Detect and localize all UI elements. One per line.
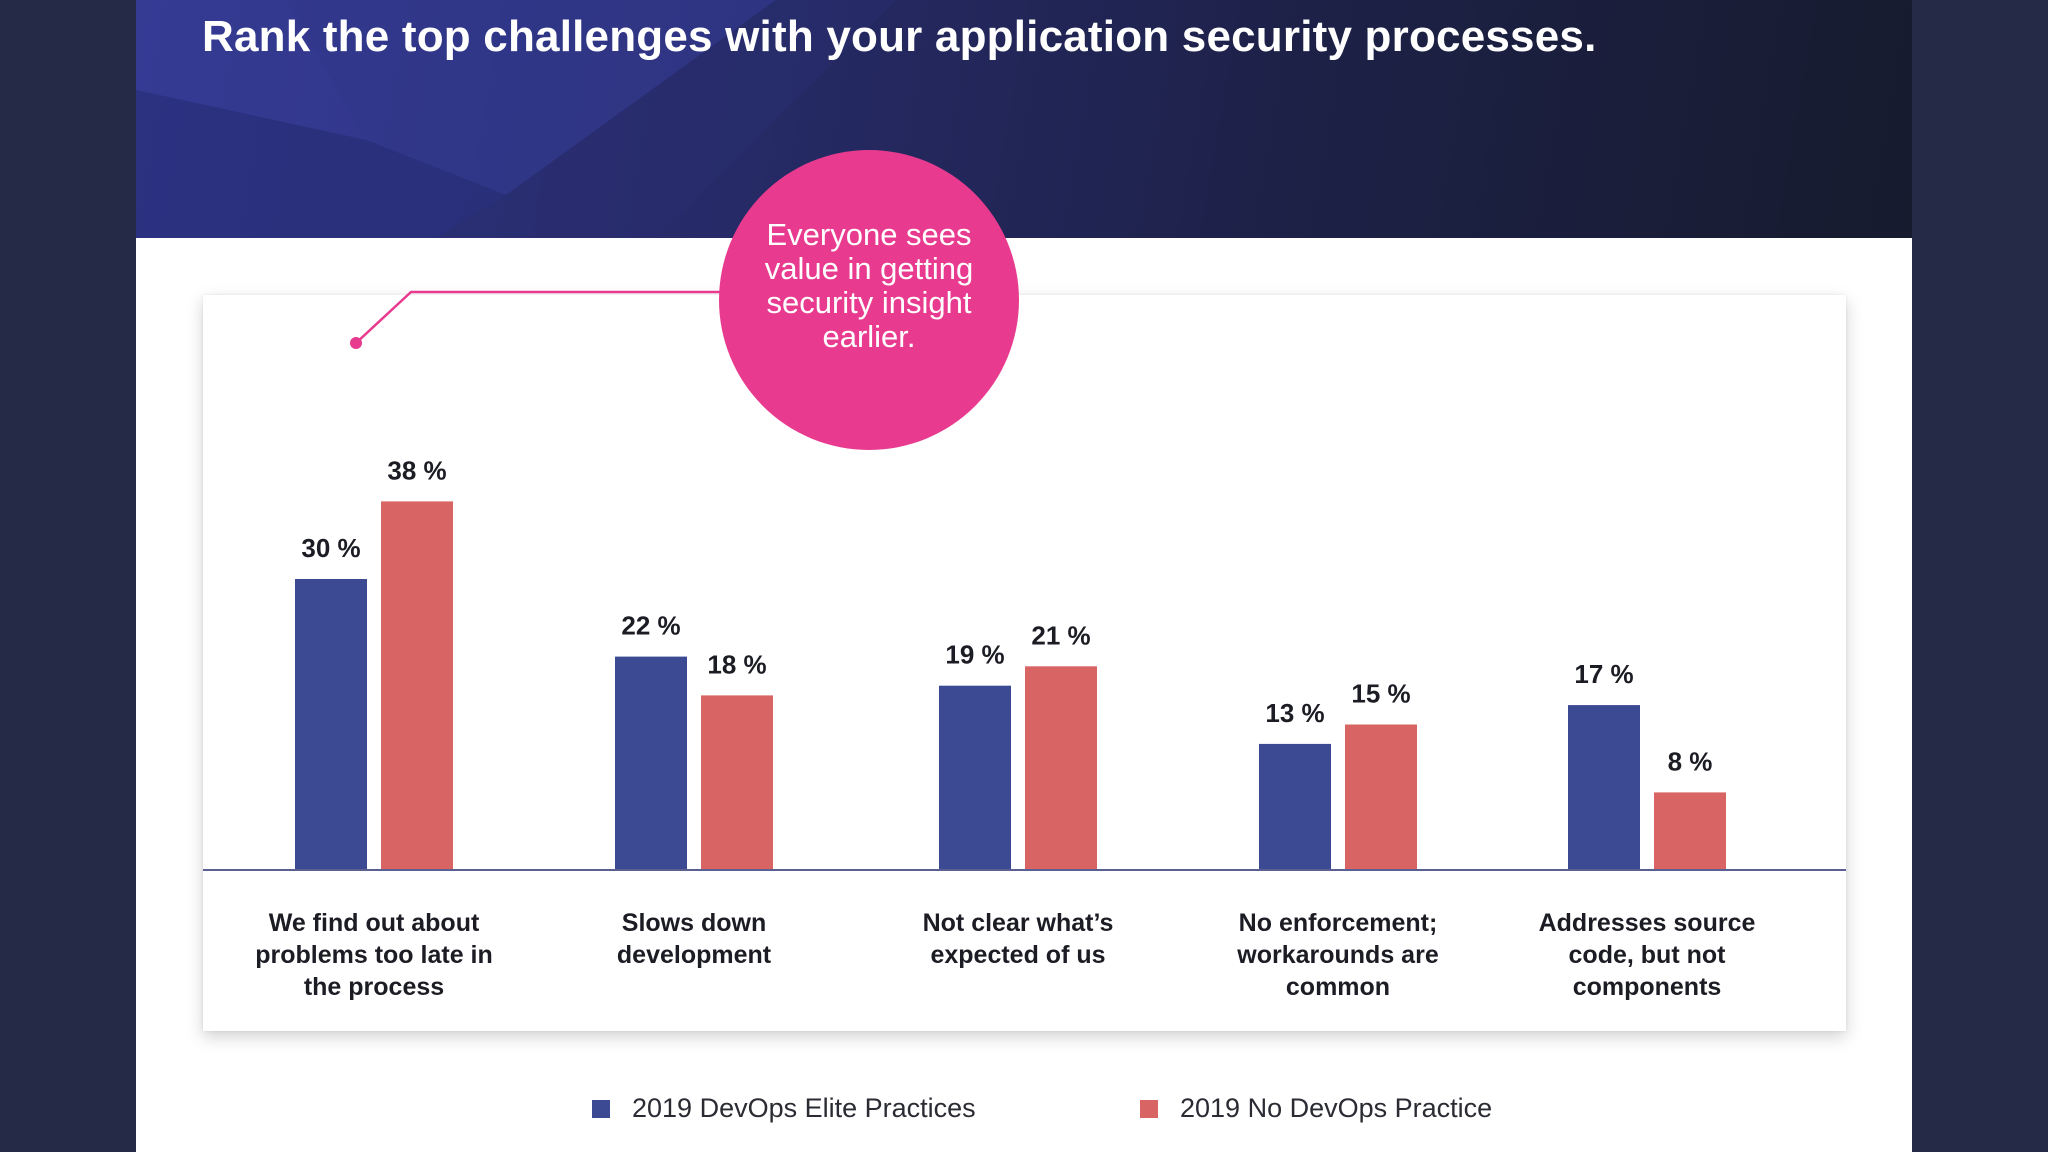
category-label-5: Addresses source code, but not components <box>1497 907 1797 1003</box>
value-label-no-devops-1: 38 % <box>387 455 446 485</box>
callout-text: Everyone sees value in getting security … <box>764 217 974 354</box>
category-label-1: We find out about problems too late in the… <box>224 907 524 1003</box>
category-label-4: No enforcement; workarounds are common <box>1188 907 1488 1003</box>
bar-no-devops-2 <box>701 695 773 870</box>
category-label-3-line-1: Not clear what’s <box>922 909 1114 937</box>
bar-elite-4 <box>1259 743 1331 870</box>
value-label-elite-2: 22 % <box>621 611 680 641</box>
category-label-4-line-2: workarounds are <box>1237 941 1439 969</box>
bar-no-devops-5 <box>1654 792 1726 870</box>
legend-label-elite: 2019 DevOps Elite Practices <box>632 1093 976 1123</box>
category-label-3: Not clear what’s expected of us <box>868 907 1168 971</box>
bar-no-devops-1 <box>381 501 453 870</box>
category-label-1-line-1: We find out about <box>268 909 480 937</box>
value-labels-group: 30 % 38 % 22 % 18 % 19 % 21 % 13 % 15 % 17 % 8 % <box>301 455 1712 776</box>
banner-decoration <box>136 0 896 238</box>
category-label-5-line-2: code, but not <box>1568 941 1726 969</box>
value-label-no-devops-2: 18 % <box>707 649 766 679</box>
bar-elite-1 <box>295 579 367 870</box>
value-label-elite-4: 13 % <box>1265 698 1324 728</box>
category-label-2-line-2: development <box>616 941 772 969</box>
bar-elite-2 <box>615 656 687 870</box>
bar-chart: 30 % 38 % 22 % 18 % 19 % 21 % 13 % 15 % 17 % 8 % <box>203 455 1846 871</box>
legend-swatch-elite <box>592 1099 610 1118</box>
legend-item-elite: 2019 DevOps Elite Practices <box>592 1093 976 1124</box>
category-label-5-line-3: components <box>1572 973 1722 1001</box>
value-label-no-devops-3: 21 % <box>1031 620 1090 650</box>
value-label-elite-3: 19 % <box>945 640 1004 670</box>
category-label-1-line-2: problems too late in <box>255 941 493 969</box>
chart-card: 30 % 38 % 22 % 18 % 19 % 21 % 13 % 15 % 17 % 8 % … <box>203 295 1846 1031</box>
category-label-4-line-1: No enforcement; <box>1238 909 1438 937</box>
bar-no-devops-3 <box>1025 666 1097 870</box>
category-label-2: Slows down development <box>544 907 844 971</box>
legend-label-no-devops: 2019 No DevOps Practice <box>1180 1093 1493 1123</box>
bar-elite-5 <box>1568 705 1640 870</box>
value-label-no-devops-5: 8 % <box>1668 746 1713 776</box>
callout-bubble: Everyone sees value in getting security … <box>719 150 1019 450</box>
category-label-3-line-2: expected of us <box>930 941 1106 969</box>
header-banner: Rank the top challenges with your applic… <box>136 0 1912 238</box>
page-title: Rank the top challenges with your applic… <box>202 12 1597 61</box>
value-label-elite-5: 17 % <box>1574 659 1633 689</box>
bar-no-devops-4 <box>1345 724 1417 870</box>
category-label-1-line-3: the process <box>303 973 445 1001</box>
category-label-4-line-3: common <box>1285 973 1391 1001</box>
legend-swatch-no-devops <box>1140 1099 1158 1118</box>
category-label-5-line-1: Addresses source <box>1538 909 1756 937</box>
value-label-elite-1: 30 % <box>301 533 360 563</box>
slide: Rank the top challenges with your applic… <box>136 0 1912 1152</box>
bar-elite-3 <box>939 685 1011 870</box>
value-label-no-devops-4: 15 % <box>1351 679 1410 709</box>
legend: 2019 DevOps Elite Practices 2019 No DevO… <box>136 1093 1912 1133</box>
legend-item-no-devops: 2019 No DevOps Practice <box>1140 1093 1492 1124</box>
category-label-2-line-1: Slows down <box>621 909 767 937</box>
bars-group <box>295 501 1726 870</box>
